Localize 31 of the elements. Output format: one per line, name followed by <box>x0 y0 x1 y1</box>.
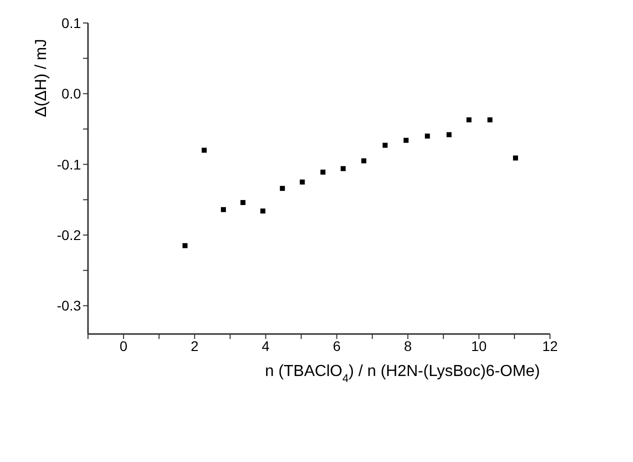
point <box>340 166 346 172</box>
y-tick-label: 0.0 <box>62 86 82 102</box>
x-tick-label: 4 <box>262 338 270 354</box>
x-tick-label: 8 <box>404 338 412 354</box>
y-tick-label: -0.2 <box>56 227 82 244</box>
y-tick-label: -0.1 <box>56 156 82 172</box>
x-axis-title: n (TBAClO$_{4}$) / n (H2N-(LysBoc)6-OMe) <box>264 363 540 385</box>
point <box>280 186 285 191</box>
point <box>446 132 452 138</box>
x-tick-label: 0 <box>120 338 128 354</box>
x-tick-label: 6 <box>332 338 341 354</box>
point <box>260 208 266 214</box>
point <box>487 117 492 122</box>
point <box>424 134 430 139</box>
y-tick-label: 0.1 <box>62 14 82 31</box>
x-tick-label: 12 <box>542 338 558 354</box>
y-axis-title: Δ(ΔH) / mJ <box>33 38 50 118</box>
x-tick-label: 2 <box>190 338 199 354</box>
x-tick-label: 10 <box>471 338 487 354</box>
point <box>240 200 246 206</box>
point <box>300 180 305 185</box>
point <box>513 156 518 160</box>
y-tick-label: -0.3 <box>56 298 82 314</box>
point <box>182 243 188 248</box>
point <box>202 148 207 153</box>
point <box>320 170 326 175</box>
point <box>466 117 472 122</box>
point <box>404 138 409 143</box>
point <box>220 207 226 212</box>
point <box>382 142 388 148</box>
point <box>361 158 366 164</box>
